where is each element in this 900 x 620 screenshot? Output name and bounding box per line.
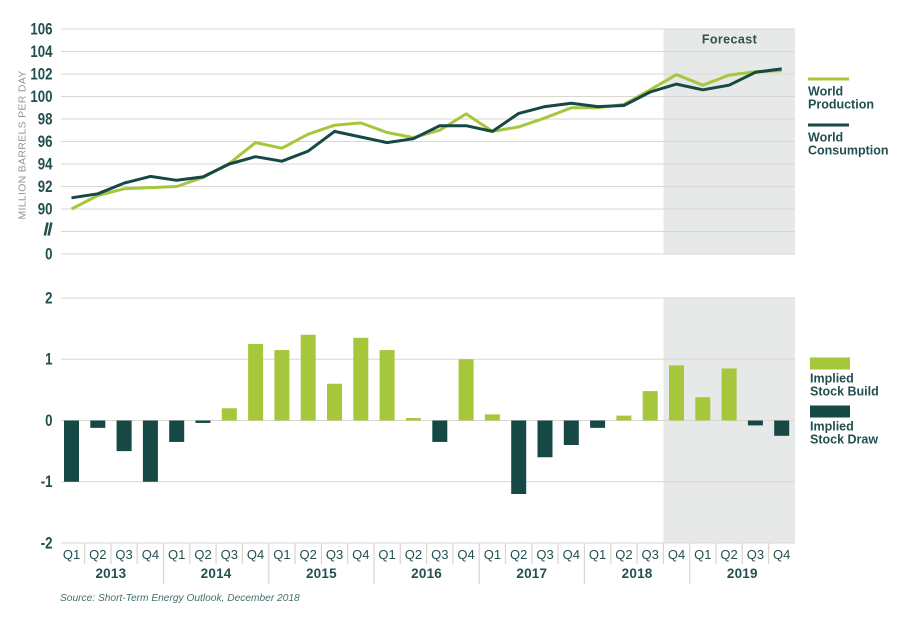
svg-text:Source: Short-Term Energy Outl: Source: Short-Term Energy Outlook, Decem… bbox=[60, 593, 300, 604]
svg-text:World: World bbox=[808, 85, 843, 99]
svg-text:2015: 2015 bbox=[306, 566, 337, 581]
svg-text:92: 92 bbox=[38, 178, 53, 197]
svg-text:Q4: Q4 bbox=[773, 547, 790, 562]
svg-text:96: 96 bbox=[38, 133, 53, 152]
svg-text:2019: 2019 bbox=[727, 566, 758, 581]
svg-text:MILLION BARRELS PER DAY: MILLION BARRELS PER DAY bbox=[17, 70, 29, 219]
svg-text:94: 94 bbox=[38, 155, 53, 174]
svg-text:Forecast: Forecast bbox=[702, 33, 758, 47]
svg-text:Q2: Q2 bbox=[89, 547, 106, 562]
svg-text:Q4: Q4 bbox=[247, 547, 264, 562]
svg-text:Q4: Q4 bbox=[457, 547, 474, 562]
svg-text:98: 98 bbox=[38, 110, 53, 129]
svg-text:2: 2 bbox=[45, 289, 52, 308]
svg-text:Q3: Q3 bbox=[747, 547, 764, 562]
svg-text:2018: 2018 bbox=[622, 566, 653, 581]
svg-text:Q1: Q1 bbox=[168, 547, 185, 562]
svg-text:Q2: Q2 bbox=[194, 547, 211, 562]
svg-text:Q3: Q3 bbox=[642, 547, 659, 562]
svg-text:2017: 2017 bbox=[516, 566, 547, 581]
svg-text:Q2: Q2 bbox=[405, 547, 422, 562]
svg-text:102: 102 bbox=[30, 65, 52, 84]
svg-text:Production: Production bbox=[808, 98, 874, 112]
svg-text:Stock Build: Stock Build bbox=[810, 385, 879, 399]
svg-text:Q1: Q1 bbox=[378, 547, 395, 562]
svg-text:Q3: Q3 bbox=[431, 547, 448, 562]
svg-text:Q1: Q1 bbox=[63, 547, 80, 562]
svg-text:Q1: Q1 bbox=[694, 547, 711, 562]
svg-text:0: 0 bbox=[45, 412, 52, 431]
svg-text:Implied: Implied bbox=[810, 372, 854, 386]
svg-text:Q3: Q3 bbox=[115, 547, 132, 562]
svg-text:Q4: Q4 bbox=[352, 547, 369, 562]
svg-text:0: 0 bbox=[45, 245, 52, 264]
svg-text:World: World bbox=[808, 131, 843, 145]
svg-text:Q3: Q3 bbox=[326, 547, 343, 562]
svg-text:Q4: Q4 bbox=[142, 547, 159, 562]
svg-text:Q2: Q2 bbox=[615, 547, 632, 562]
svg-text:100: 100 bbox=[30, 88, 52, 107]
svg-text:2016: 2016 bbox=[411, 566, 442, 581]
svg-text:1: 1 bbox=[45, 350, 53, 369]
svg-text:Consumption: Consumption bbox=[808, 144, 889, 158]
svg-text:Q2: Q2 bbox=[720, 547, 737, 562]
svg-text:Q1: Q1 bbox=[273, 547, 290, 562]
svg-text:Q2: Q2 bbox=[300, 547, 317, 562]
svg-text:2014: 2014 bbox=[201, 566, 232, 581]
svg-text:Q1: Q1 bbox=[589, 547, 606, 562]
svg-text:Q1: Q1 bbox=[484, 547, 501, 562]
svg-text:Q4: Q4 bbox=[668, 547, 685, 562]
svg-text:2013: 2013 bbox=[95, 566, 126, 581]
svg-text:106: 106 bbox=[30, 20, 52, 39]
svg-text:-1: -1 bbox=[41, 473, 53, 492]
svg-text:Q3: Q3 bbox=[221, 547, 238, 562]
svg-text:Q3: Q3 bbox=[536, 547, 553, 562]
svg-text:-2: -2 bbox=[41, 534, 53, 553]
svg-text:90: 90 bbox=[38, 200, 53, 219]
svg-text:104: 104 bbox=[30, 43, 53, 62]
svg-text:Implied: Implied bbox=[810, 420, 854, 434]
svg-text:Q4: Q4 bbox=[563, 547, 580, 562]
svg-text:Stock Draw: Stock Draw bbox=[810, 433, 878, 447]
svg-text:Q2: Q2 bbox=[510, 547, 527, 562]
